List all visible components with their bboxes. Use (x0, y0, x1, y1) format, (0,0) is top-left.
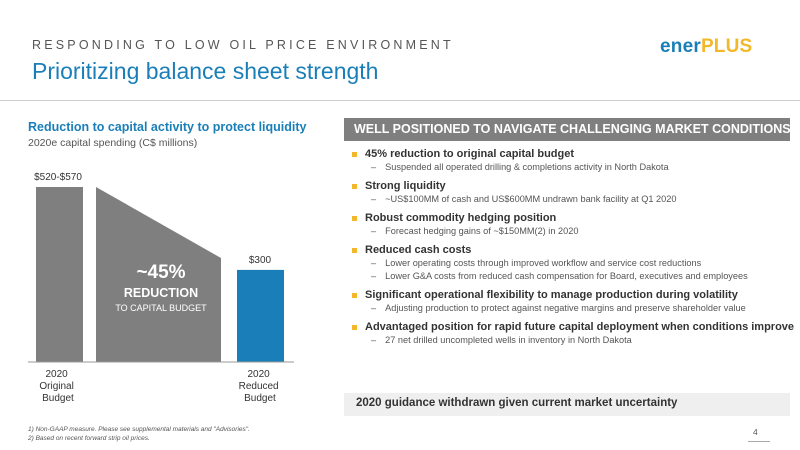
dash-icon: – (371, 303, 377, 313)
footnote-1: 1) Non-GAAP measure. Please see suppleme… (28, 426, 250, 433)
logo-text-plus: PLUS (700, 36, 753, 57)
dash-icon: – (371, 271, 377, 281)
reduction-percent: ~45% (136, 262, 185, 283)
key-point-detail: – ~US$100MM of cash and US$600MM undrawn … (365, 193, 792, 206)
key-point-detail-text: Lower operating costs through improved w… (385, 258, 702, 268)
capital-spending-chart: $520-$570 ~45% REDUCTION TO CAPITAL BUDG… (28, 172, 294, 404)
page-number: 4 (753, 427, 758, 437)
key-point-title: 45% reduction to original capital budget (352, 148, 792, 161)
footnotes: 1) Non-GAAP measure. Please see suppleme… (28, 425, 250, 443)
bar-original-budget (36, 187, 83, 362)
bullet-square-icon (352, 293, 357, 298)
chart-title: Reduction to capital activity to protect… (28, 120, 307, 134)
category-reduced-line-1: 2020 (247, 369, 270, 380)
key-point-title-text: Advantaged position for rapid future cap… (365, 321, 795, 333)
key-point-detail-text: Suspended all operated drilling & comple… (385, 162, 669, 172)
key-point: Significant operational flexibility to m… (352, 289, 792, 315)
bar-value-label-original: $520-$570 (34, 172, 82, 183)
key-point-title-text: Significant operational flexibility to m… (365, 289, 738, 301)
category-original-line-2: Original (39, 381, 73, 392)
category-reduced-line-2: Reduced (239, 381, 279, 392)
bullet-square-icon (352, 152, 357, 157)
dash-icon: – (371, 335, 377, 345)
key-point-title-text: Robust commodity hedging position (365, 212, 557, 224)
reduction-sublabel: TO CAPITAL BUDGET (115, 303, 207, 313)
key-point: 45% reduction to original capital budget… (352, 148, 792, 174)
dash-icon: – (371, 258, 377, 268)
key-point: Advantaged position for rapid future cap… (352, 321, 795, 347)
key-point-title: Advantaged position for rapid future cap… (352, 321, 795, 334)
key-point: Robust commodity hedging position – Foreca… (352, 212, 792, 238)
key-point-detail: – Adjusting production to protect against… (365, 302, 792, 315)
key-point-title: Significant operational flexibility to m… (352, 289, 792, 302)
reduction-wedge (96, 187, 221, 362)
key-point-detail: – Lower operating costs through improved … (365, 257, 792, 270)
slide-title: Prioritizing balance sheet strength (32, 58, 379, 84)
key-point-title: Reduced cash costs (352, 244, 792, 257)
enerplus-logo: enerPLUS (660, 36, 752, 58)
bar-value-label-reduced: $300 (249, 255, 272, 266)
bar-reduced-budget (237, 269, 284, 362)
category-original-line-1: 2020 (45, 369, 68, 380)
guidance-note: 2020 guidance withdrawn given current ma… (344, 393, 790, 416)
category-label-reduced: 2020 Reduced Budget (239, 369, 282, 404)
chart-subtitle: 2020e capital spending (C$ millions) (28, 137, 198, 149)
dash-icon: – (371, 194, 377, 204)
key-point-detail-text: Forecast hedging gains of ~$150MM(2) in … (385, 226, 579, 236)
key-point-detail: – Lower G&A costs from reduced cash compe… (365, 270, 792, 283)
dash-icon: – (371, 226, 377, 236)
logo-text-ener: ener (660, 36, 701, 57)
bullet-square-icon (352, 248, 357, 253)
key-points-list: 45% reduction to original capital budget… (352, 148, 795, 353)
bullet-square-icon (352, 216, 357, 221)
key-point-detail: – Suspended all operated drilling & compl… (365, 161, 792, 174)
key-point: Reduced cash costs – Lower operating costs… (352, 244, 792, 283)
key-point-title-text: Reduced cash costs (365, 244, 472, 256)
key-point-detail: –27 net drilled uncompleted wells in inv… (365, 334, 792, 347)
key-point: Strong liquidity – ~US$100MM of cash and U… (352, 180, 792, 206)
category-reduced-line-3: Budget (244, 393, 276, 404)
key-point-detail: – Forecast hedging gains of ~$150MM(2) in… (365, 225, 792, 238)
header-divider (0, 100, 800, 101)
key-point-title: Robust commodity hedging position (352, 212, 792, 225)
bullet-square-icon (352, 325, 357, 330)
key-point-detail-text: ~US$100MM of cash and US$600MM undrawn b… (385, 194, 677, 204)
reduction-label: REDUCTION (124, 286, 198, 300)
bullet-square-icon (352, 184, 357, 189)
category-original-line-3: Budget (42, 393, 74, 404)
key-point-title: Strong liquidity (352, 180, 792, 193)
panel-heading: WELL POSITIONED TO NAVIGATE CHALLENGING … (344, 118, 791, 141)
key-point-detail-text: 27 net drilled uncompleted wells in inve… (385, 335, 632, 345)
slide-kicker: RESPONDING TO LOW OIL PRICE ENVIRONMENT (32, 38, 454, 52)
category-label-original: 2020 Original Budget (39, 369, 76, 404)
key-point-title-text: 45% reduction to original capital budget (365, 148, 575, 160)
key-point-title-text: Strong liquidity (365, 180, 446, 192)
key-point-detail-text: Lower G&A costs from reduced cash compen… (385, 271, 748, 281)
key-point-detail-text: Adjusting production to protect against … (385, 303, 746, 313)
page-number-rule (748, 441, 770, 442)
footnote-2: 2) Based on recent forward strip oil pri… (28, 435, 150, 442)
dash-icon: – (371, 162, 377, 172)
